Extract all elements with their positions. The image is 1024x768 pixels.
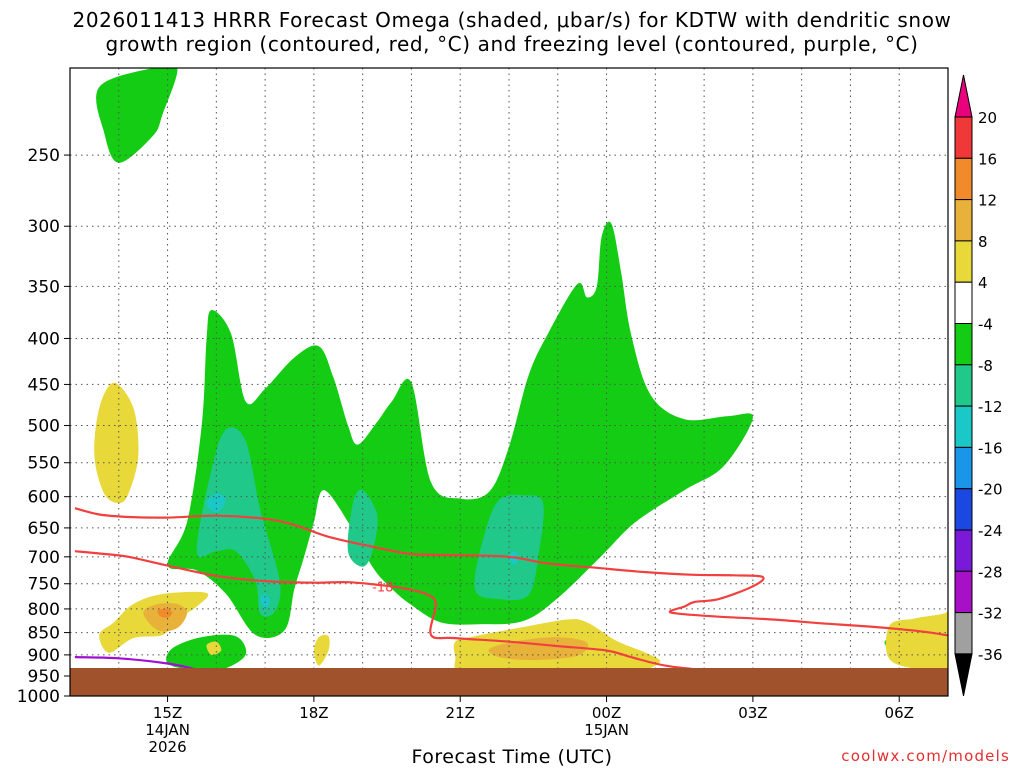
colorbar-band--4 [954, 323, 973, 366]
x-tick-label-15JAN: 15JAN [584, 721, 629, 739]
colorbar: 20 16 12 8 4 -4 -8 -12 -16 -20 -24 -28 -32 -36 [954, 74, 1003, 696]
colorbar-band--8 [954, 364, 973, 407]
ground-surface [70, 668, 948, 696]
x-axis-label: Forecast Time (UTC) [411, 746, 613, 768]
colorbar-band--12 [954, 405, 973, 448]
x-tick-label-15Z: 15Z [153, 704, 182, 722]
colorbar-label-8: 8 [978, 233, 988, 251]
y-axis-ticks: 2503003504004505005506006507007508008509… [17, 146, 70, 707]
chart-title-line1: 2026011413 HRRR Forecast Omega (shaded, … [72, 8, 952, 32]
colorbar-label--8: -8 [978, 357, 993, 375]
x-tick-label-21Z: 21Z [446, 704, 475, 722]
x-tick-label-18Z: 18Z [299, 704, 328, 722]
colorbar-label--16: -16 [978, 439, 1003, 457]
colorbar-cap-bottom [954, 653, 973, 696]
y-tick-label-950: 950 [28, 667, 60, 687]
colorbar-band--20 [954, 488, 973, 531]
colorbar-band--24 [954, 529, 973, 572]
y-tick-label-850: 850 [28, 624, 60, 644]
colorbar-label--32: -32 [978, 605, 1003, 623]
colorbar-label--28: -28 [978, 563, 1003, 581]
y-tick-label-900: 900 [28, 646, 60, 666]
omega-region-12 [206, 641, 222, 656]
colorbar-band-12 [954, 199, 973, 242]
y-tick-label-500: 500 [28, 417, 60, 437]
y-tick-label-550: 550 [28, 454, 60, 474]
x-tick-label-14JAN: 14JAN [145, 721, 190, 739]
dgz-contour-label: -18 [372, 580, 393, 595]
colorbar-label-4: 4 [978, 274, 988, 292]
x-tick-label-2026: 2026 [148, 738, 186, 756]
colorbar-band--32 [954, 612, 973, 655]
y-tick-label-700: 700 [28, 548, 60, 568]
colorbar-band-20 [954, 116, 973, 159]
omega-region-8 [260, 593, 270, 609]
plot-frame [69, 67, 949, 697]
colorbar-label--24: -24 [978, 522, 1003, 540]
colorbar-band-16 [954, 157, 973, 201]
omega-region-0 [96, 68, 178, 163]
y-tick-label-1000: 1000 [17, 687, 60, 707]
chart-title: 2026011413 HRRR Forecast Omega (shaded, … [0, 8, 1024, 56]
grid-lines [70, 68, 949, 677]
y-tick-label-750: 750 [28, 575, 60, 595]
colorbar-label--4: -4 [978, 316, 993, 334]
x-tick-label-03Z: 03Z [738, 704, 767, 722]
omega-region-10 [94, 382, 139, 504]
colorbar-label--12: -12 [978, 398, 1003, 416]
colorbar-band--16 [954, 446, 973, 490]
omega-shading [94, 68, 948, 684]
colorbar-label--20: -20 [978, 481, 1003, 499]
chart-title-line2: growth region (contoured, red, °C) and f… [105, 32, 919, 56]
y-tick-label-350: 350 [28, 277, 60, 297]
colorbar-cap-top [954, 74, 973, 118]
omega-region-18 [157, 608, 173, 618]
y-tick-label-250: 250 [28, 146, 60, 166]
y-tick-label-800: 800 [28, 600, 60, 620]
y-tick-label-600: 600 [28, 488, 60, 508]
colorbar-label-12: 12 [978, 192, 997, 210]
x-tick-label-06Z: 06Z [885, 704, 914, 722]
omega-region-2 [166, 634, 247, 672]
colorbar-band--28 [954, 570, 973, 614]
omega-region-1 [167, 221, 753, 639]
y-tick-label-450: 450 [28, 375, 60, 395]
omega-region-13 [313, 634, 330, 666]
omega-region-4 [196, 427, 281, 617]
colorbar-label-20: 20 [978, 109, 997, 127]
colorbar-band-4 [954, 281, 973, 325]
colorbar-label--36: -36 [978, 646, 1003, 664]
y-tick-label-300: 300 [28, 217, 60, 237]
y-tick-label-400: 400 [28, 329, 60, 349]
y-tick-label-650: 650 [28, 519, 60, 539]
credit-text: coolwx.com/models [841, 747, 1010, 765]
colorbar-label-16: 16 [978, 150, 997, 168]
colorbar-band-8 [954, 240, 973, 283]
omega-region-15 [885, 611, 948, 675]
dgz-contour--12 [74, 507, 948, 637]
x-tick-label-00Z: 00Z [592, 704, 621, 722]
